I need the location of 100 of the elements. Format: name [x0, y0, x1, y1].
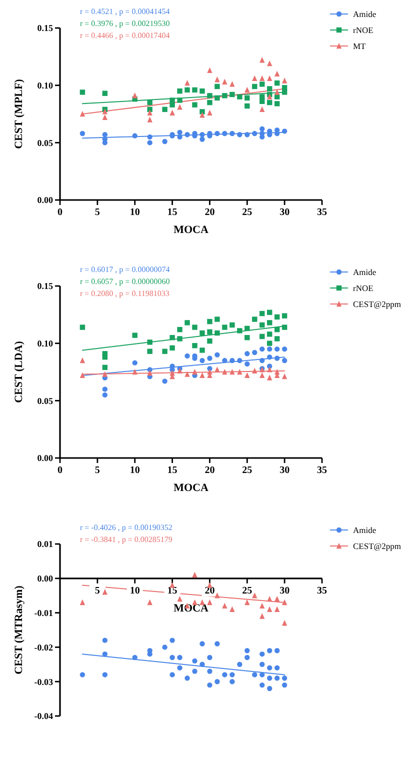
- point: [102, 672, 108, 678]
- point: [214, 679, 220, 684]
- point: [244, 95, 250, 101]
- point: [267, 686, 272, 692]
- y-tick-label: 0.05: [37, 138, 54, 148]
- point: [282, 676, 288, 681]
- point: [200, 112, 205, 118]
- point: [244, 654, 250, 660]
- point: [222, 672, 228, 678]
- point: [260, 346, 265, 352]
- point: [147, 340, 152, 345]
- point: [274, 326, 280, 332]
- point: [267, 665, 272, 670]
- point: [274, 89, 280, 95]
- point: [260, 613, 265, 619]
- point: [147, 348, 152, 354]
- point: [214, 76, 220, 82]
- point: [200, 109, 205, 114]
- point: [207, 318, 212, 324]
- point: [147, 100, 152, 106]
- point: [244, 335, 250, 340]
- point: [177, 326, 182, 332]
- point: [274, 676, 280, 681]
- point: [252, 368, 258, 374]
- point: [102, 386, 108, 392]
- y-tick-label: 0.15: [37, 23, 54, 34]
- point: [222, 130, 228, 136]
- point: [177, 98, 182, 103]
- point: [282, 324, 288, 330]
- point: [267, 332, 272, 337]
- point: [200, 88, 205, 94]
- point: [274, 70, 280, 76]
- point: [80, 324, 86, 330]
- text: r = 0.3976 , p = 0.00219530: [80, 19, 170, 28]
- point: [80, 357, 86, 364]
- point: [214, 316, 220, 322]
- point: [192, 368, 198, 375]
- point: [192, 324, 198, 330]
- point: [244, 351, 250, 356]
- point: [282, 78, 288, 84]
- point: [177, 336, 182, 342]
- y-tick-label: 0.00: [37, 453, 54, 464]
- point: [274, 346, 280, 352]
- y-tick-label: 0.15: [37, 281, 54, 292]
- point: [274, 665, 280, 670]
- point: [102, 589, 108, 595]
- point: [184, 353, 190, 359]
- point: [200, 641, 205, 646]
- point: [237, 358, 242, 364]
- x-axis-title: MOCA: [174, 224, 208, 236]
- point: [282, 682, 288, 688]
- point: [244, 326, 250, 332]
- point: [252, 350, 258, 356]
- point: [207, 329, 212, 334]
- x-tick-label: 30: [280, 585, 290, 596]
- point: [267, 86, 272, 92]
- point: [282, 346, 288, 352]
- point: [267, 606, 272, 612]
- point: [147, 140, 152, 146]
- point: [177, 654, 182, 660]
- point: [260, 602, 265, 609]
- point: [192, 658, 198, 664]
- point: [80, 90, 86, 95]
- point: [282, 313, 288, 318]
- point: [192, 87, 198, 93]
- point: [230, 81, 235, 87]
- legend-label: rNOE: [353, 282, 374, 293]
- point: [102, 638, 108, 643]
- point: [260, 358, 265, 364]
- point: [222, 78, 228, 84]
- point: [267, 60, 272, 66]
- point: [214, 592, 220, 598]
- y-tick-label: 0.05: [37, 396, 54, 406]
- point: [184, 87, 190, 93]
- y-axis-title: CEST (MPLF): [13, 78, 25, 149]
- point: [222, 602, 228, 609]
- legend-label: MT: [353, 40, 367, 51]
- point: [102, 364, 108, 370]
- point: [274, 101, 280, 106]
- point: [230, 606, 235, 612]
- x-tick-label: 5: [94, 465, 100, 476]
- point: [274, 648, 280, 654]
- point: [207, 67, 212, 74]
- point: [192, 668, 198, 674]
- y-tick-label: 0.00: [37, 574, 54, 584]
- point: [252, 672, 258, 678]
- x-tick-label: 25: [242, 207, 252, 218]
- y-tick-label: -0.02: [34, 642, 54, 652]
- x-tick-label: 25: [242, 585, 252, 596]
- point: [147, 110, 152, 116]
- point: [170, 110, 175, 116]
- x-tick-label: 30: [280, 465, 290, 476]
- x-tick-label: 10: [130, 465, 140, 476]
- point: [260, 310, 265, 316]
- point: [147, 599, 152, 606]
- point: [267, 75, 272, 82]
- point: [132, 332, 138, 338]
- x-tick-label: 5: [94, 207, 100, 218]
- point: [214, 130, 220, 136]
- annotation: r = 0.2080 , p = 0.11981033: [80, 289, 170, 298]
